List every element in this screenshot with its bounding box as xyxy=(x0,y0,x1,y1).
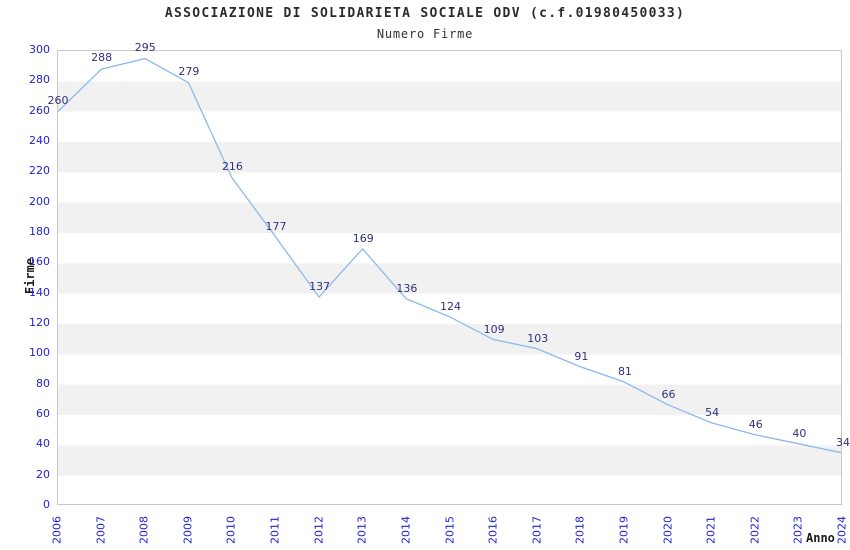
data-point-label: 124 xyxy=(440,299,461,313)
x-tick-label: 2013 xyxy=(355,516,369,544)
data-point-label: 216 xyxy=(221,160,243,174)
data-point-label: 46 xyxy=(748,418,763,432)
y-tick-label: 200 xyxy=(29,194,50,208)
x-tick-label: 2022 xyxy=(748,516,762,544)
y-tick-label: 20 xyxy=(36,467,50,481)
x-axis-title: Anno xyxy=(806,531,835,545)
x-tick-label: 2011 xyxy=(268,516,282,544)
y-tick-label: 160 xyxy=(29,255,50,269)
plot-area: 260 288 295 279 216 177 137 169 136 124 109 103 91 81… xyxy=(48,41,850,505)
y-tick-label: 300 xyxy=(29,43,50,56)
x-tick-label: 2007 xyxy=(94,516,108,544)
y-tick-label: 100 xyxy=(29,346,50,360)
data-point-label: 260 xyxy=(47,93,69,107)
data-point-label: 295 xyxy=(134,40,156,54)
data-point-label: 103 xyxy=(527,331,549,345)
x-tick-label: 2020 xyxy=(661,516,675,544)
x-tick-label: 2012 xyxy=(312,516,326,544)
y-tick-label: 220 xyxy=(29,164,50,178)
y-tick-label: 260 xyxy=(29,103,50,117)
series-layer xyxy=(57,57,842,454)
x-tick-label: 2023 xyxy=(791,516,805,544)
x-tick-label: 2006 xyxy=(50,516,64,544)
x-tick-label: 2021 xyxy=(704,516,718,544)
x-tick-label: 2009 xyxy=(181,516,195,544)
data-point-label: 40 xyxy=(792,427,807,441)
y-tick-label: 240 xyxy=(29,134,50,147)
data-point-label: 279 xyxy=(178,64,200,78)
x-tick-label: 2016 xyxy=(486,516,500,544)
x-tick-label: 2024 xyxy=(835,516,849,544)
chart-subtitle: Numero Firme xyxy=(376,27,474,41)
x-tick-label: 2014 xyxy=(399,516,413,544)
y-tick-label: 140 xyxy=(29,285,50,299)
data-point-label: 54 xyxy=(705,406,720,420)
y-tick-label: 280 xyxy=(29,73,50,87)
x-tick-label: 2019 xyxy=(617,516,631,544)
data-point-label: 288 xyxy=(91,51,113,65)
y-tick-label: 80 xyxy=(36,376,50,390)
data-point-label: 66 xyxy=(661,387,676,401)
y-tick-label: 120 xyxy=(29,316,50,329)
x-tick-label: 2015 xyxy=(443,516,456,544)
y-tick-label: 40 xyxy=(36,437,50,451)
chart-title: ASSOCIAZIONE DI SOLIDARIETA SOCIALE ODV … xyxy=(164,6,686,21)
x-tick-label: 2008 xyxy=(137,516,151,544)
data-point-label: 136 xyxy=(396,281,418,295)
data-point-label: 177 xyxy=(265,219,287,233)
x-tick-label: 2018 xyxy=(573,516,587,544)
data-point-label: 109 xyxy=(483,322,505,336)
data-point-label: 34 xyxy=(836,436,850,450)
y-tick-label: 180 xyxy=(29,225,50,238)
data-point-label: 169 xyxy=(352,231,374,245)
data-point-label: 81 xyxy=(617,365,632,379)
series-polyline xyxy=(57,57,842,454)
y-tick-label: 60 xyxy=(36,407,50,420)
x-tick-label: 2010 xyxy=(224,516,238,544)
data-point-label: 137 xyxy=(309,280,331,294)
y-tick-label: 0 xyxy=(43,498,50,511)
data-point-label: 91 xyxy=(574,349,589,363)
x-tick-label: 2017 xyxy=(530,516,544,544)
